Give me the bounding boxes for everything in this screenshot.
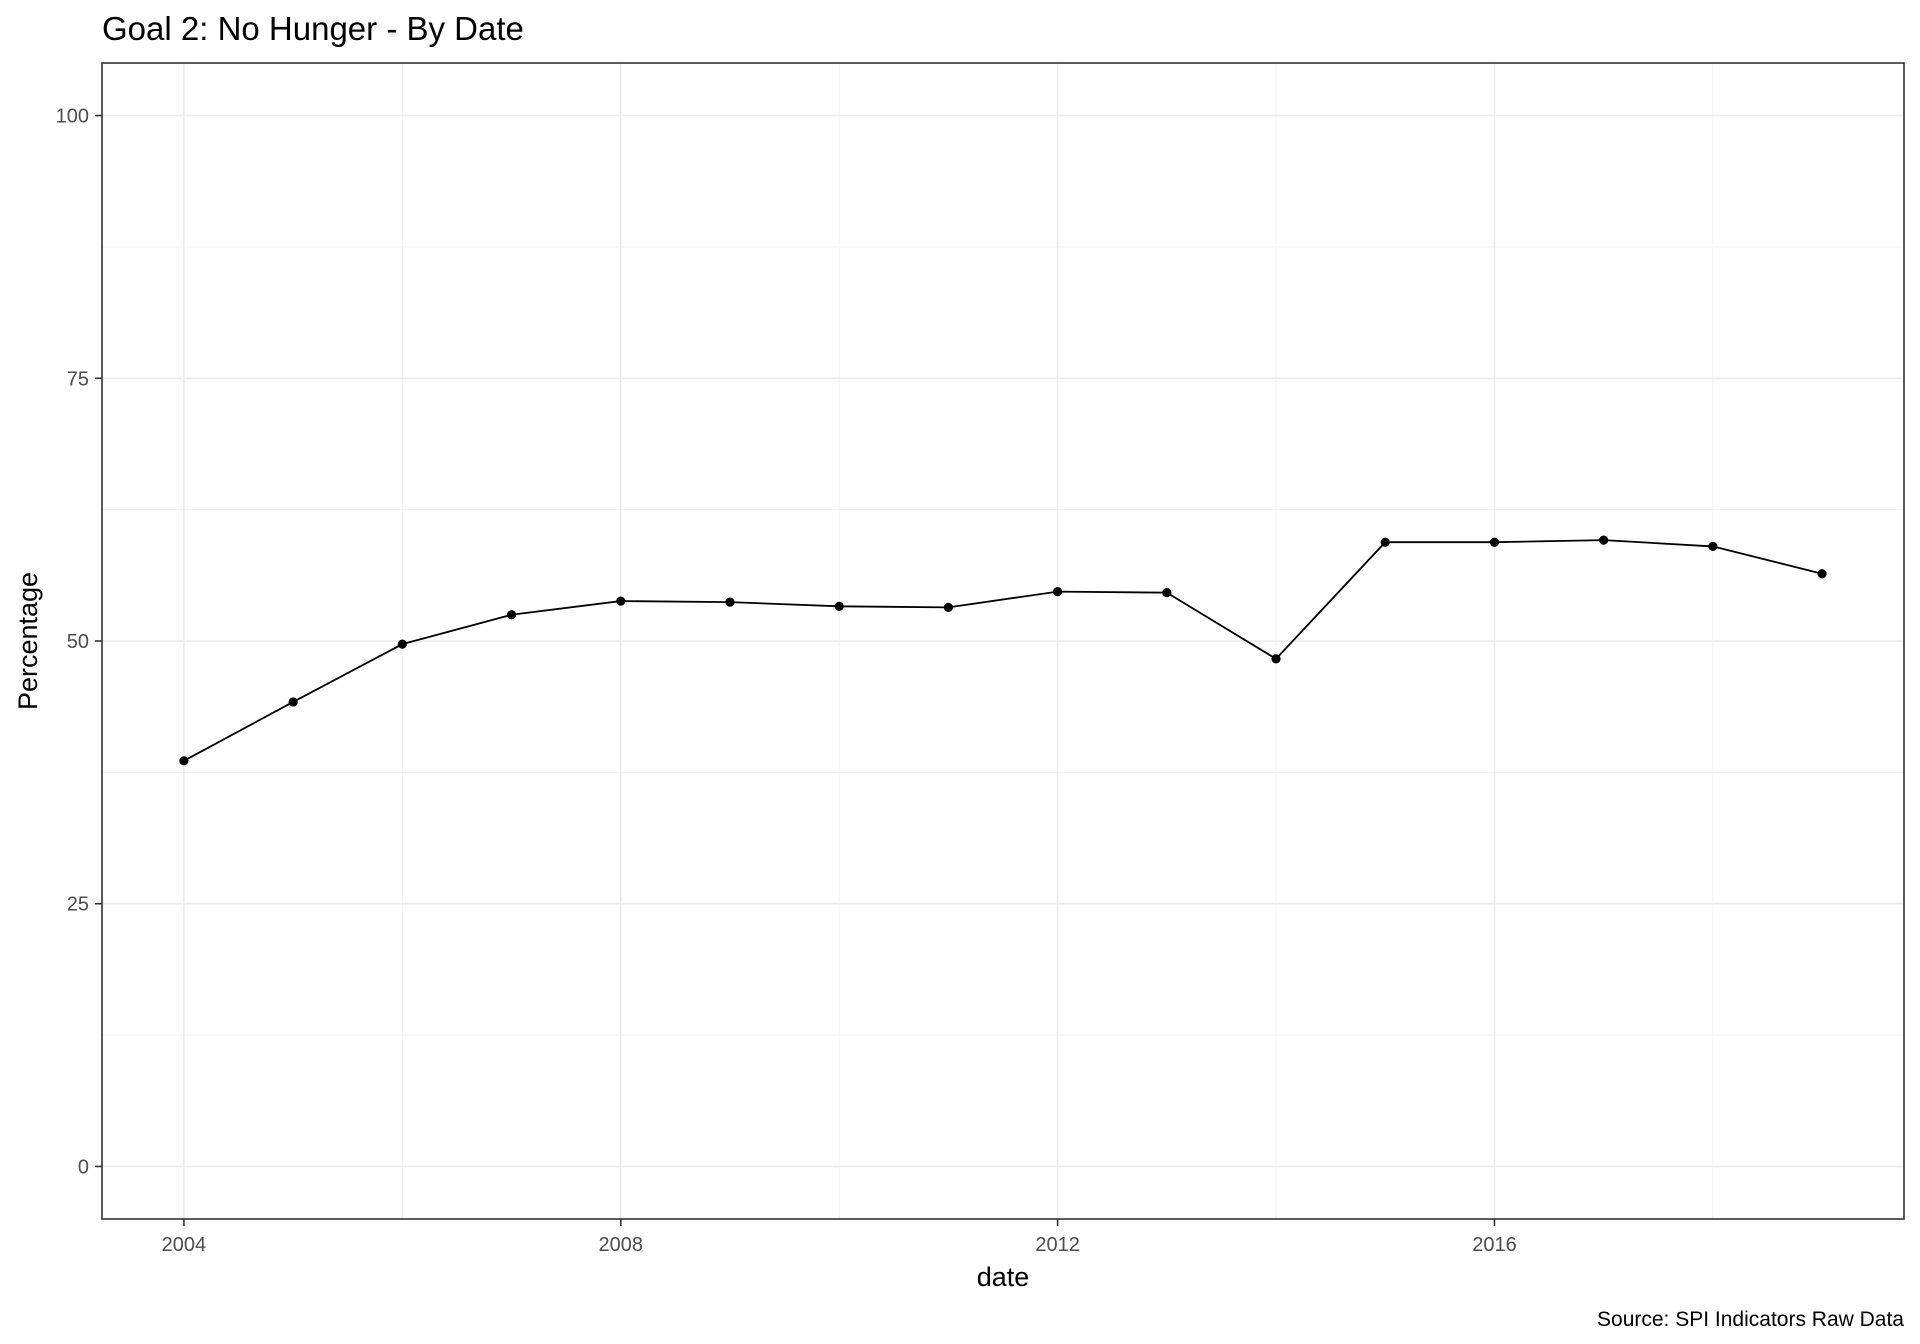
y-tick-label: 75 <box>67 368 89 390</box>
data-point-2018 <box>1708 541 1718 552</box>
data-point-2010 <box>834 601 844 611</box>
x-tick-label: 2004 <box>162 1234 207 1256</box>
series-line-group <box>183 539 1823 762</box>
data-point-2005 <box>288 697 298 707</box>
data-point-2019 <box>1817 569 1827 579</box>
data-point-2014 <box>1271 654 1281 664</box>
series-points-group <box>179 535 1827 766</box>
y-tick-label: 50 <box>67 631 89 653</box>
data-point-2017 <box>1599 535 1609 545</box>
x-axis: 2004 2008 2012 2016 <box>162 1219 1517 1256</box>
x-tick-label: 2008 <box>599 1234 644 1256</box>
data-point-2008 <box>616 596 626 606</box>
data-point-2013 <box>1162 588 1172 598</box>
data-point-2012 <box>1053 587 1063 597</box>
data-point-2004 <box>179 756 189 766</box>
x-tick-label: 2012 <box>1035 1234 1080 1256</box>
chart-title: Goal 2: No Hunger - By Date <box>102 10 524 47</box>
series-line <box>183 539 1823 762</box>
data-point-2006 <box>397 639 407 649</box>
y-tick-label: 25 <box>67 894 89 916</box>
data-point-2007 <box>506 610 517 620</box>
y-axis-title: Percentage <box>13 572 43 710</box>
major-gridlines <box>102 63 1904 1219</box>
y-tick-label: 0 <box>78 1156 89 1178</box>
y-axis: 0 25 50 75 100 <box>56 106 102 1178</box>
data-point-2009 <box>725 597 735 607</box>
x-tick-label: 2016 <box>1472 1234 1517 1256</box>
data-point-2011 <box>943 602 953 612</box>
data-point-2015 <box>1380 537 1390 547</box>
chart-caption: Source: SPI Indicators Raw Data <box>1597 1308 1904 1331</box>
x-axis-title: date <box>977 1262 1030 1292</box>
y-tick-label: 100 <box>56 106 89 128</box>
data-point-2016 <box>1489 537 1500 547</box>
